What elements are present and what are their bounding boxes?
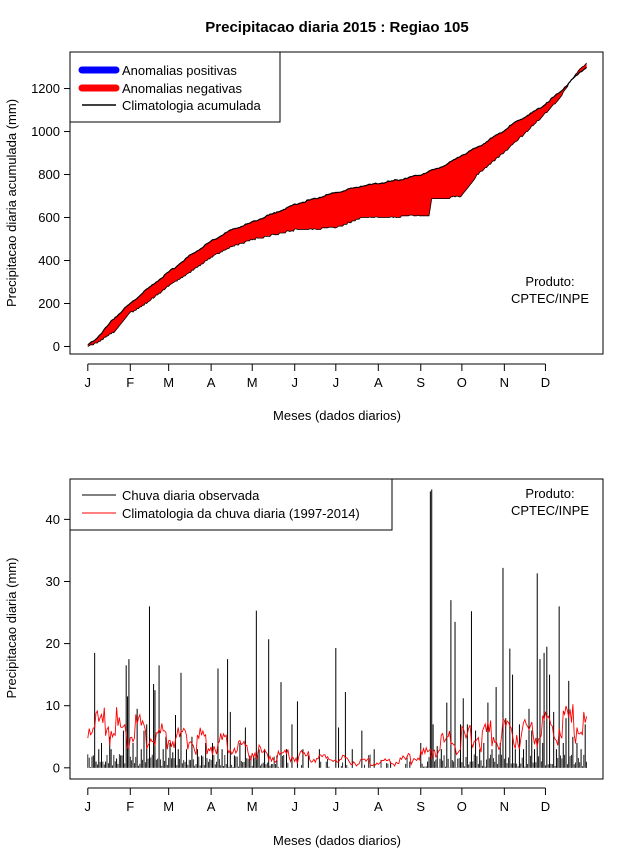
top-y-tick-label: 1200 bbox=[31, 81, 60, 96]
top-x-tick-label: M bbox=[163, 375, 174, 390]
bottom-x-tick-label: J bbox=[291, 799, 298, 814]
bottom-x-tick-label: A bbox=[207, 799, 216, 814]
top-plot-frame bbox=[69, 51, 604, 355]
top-y-tick-label: 400 bbox=[38, 253, 60, 268]
top-x-tick-label: N bbox=[500, 375, 509, 390]
legend-label-daily-climatology: Climatologia da chuva diaria (1997-2014) bbox=[122, 506, 360, 521]
top-y-axis: 0 200 400 600 800 1000 1200 bbox=[31, 81, 70, 354]
legend-label-positive: Anomalias positivas bbox=[122, 63, 237, 78]
bottom-x-tick-label: O bbox=[457, 799, 467, 814]
bottom-y-axis: 0 10 20 30 40 bbox=[46, 512, 70, 775]
top-x-tick-label: J bbox=[85, 375, 92, 390]
top-y-tick-label: 200 bbox=[38, 296, 60, 311]
bottom-climatology-line bbox=[87, 704, 588, 767]
bottom-x-tick-label: F bbox=[126, 799, 134, 814]
bottom-legend: Chuva diaria observada Climatologia da c… bbox=[69, 478, 393, 531]
top-x-axis-label: Meses (dados diarios) bbox=[273, 408, 401, 423]
top-y-tick-label: 0 bbox=[53, 339, 60, 354]
top-anomaly-areas bbox=[87, 63, 587, 347]
top-x-tick-label: A bbox=[374, 375, 383, 390]
top-observed-line bbox=[87, 62, 587, 347]
top-x-tick-label: D bbox=[541, 375, 550, 390]
legend-label-observed: Chuva diaria observada bbox=[122, 488, 260, 503]
bottom-legend-box bbox=[69, 478, 393, 531]
top-y-tick-label: 600 bbox=[38, 210, 60, 225]
top-climatology-line bbox=[87, 66, 588, 346]
top-y-axis-label: Precipitacao diaria acumulada (mm) bbox=[4, 99, 19, 307]
bottom-chart: 0 10 20 30 40 J F M A M J J A S O N D Precipitacao diar… bbox=[4, 478, 604, 848]
top-chart: 0 200 400 600 800 1000 1200 J F M A M J J A S O N D Preci… bbox=[4, 51, 604, 423]
bottom-x-axis-label: Meses (dados diarios) bbox=[273, 833, 401, 848]
top-x-tick-label: S bbox=[416, 375, 425, 390]
bottom-x-tick-label: D bbox=[541, 799, 550, 814]
top-y-tick-label: 800 bbox=[38, 167, 60, 182]
bottom-x-tick-label: J bbox=[85, 799, 92, 814]
bottom-x-tick-label: M bbox=[247, 799, 258, 814]
bottom-x-tick-label: M bbox=[163, 799, 174, 814]
figure-title: Precipitacao diaria 2015 : Regiao 105 bbox=[205, 19, 468, 36]
top-legend: Anomalias positivas Anomalias negativas … bbox=[69, 51, 281, 123]
top-x-tick-label: O bbox=[457, 375, 467, 390]
bottom-y-tick-label: 10 bbox=[46, 698, 60, 713]
top-y-tick-label: 1000 bbox=[31, 124, 60, 139]
legend-label-climatology: Climatologia acumulada bbox=[122, 98, 262, 113]
negative-anomaly-area bbox=[87, 63, 587, 347]
top-annotation-line-1: Produto: bbox=[525, 274, 574, 289]
top-x-tick-label: J bbox=[291, 375, 298, 390]
bottom-x-tick-label: A bbox=[374, 799, 383, 814]
legend-label-negative: Anomalias negativas bbox=[122, 81, 242, 96]
bottom-annotation-line-2: CPTEC/INPE bbox=[511, 503, 589, 518]
top-x-tick-label: F bbox=[126, 375, 134, 390]
bottom-y-tick-label: 30 bbox=[46, 574, 60, 589]
bottom-y-tick-label: 40 bbox=[46, 512, 60, 527]
bottom-annotation-line-1: Produto: bbox=[525, 486, 574, 501]
top-x-tick-label: J bbox=[333, 375, 340, 390]
top-x-tick-label: M bbox=[247, 375, 258, 390]
top-annotation-line-2: CPTEC/INPE bbox=[511, 291, 589, 306]
bottom-y-axis-label: Precipitacao diaria (mm) bbox=[4, 558, 19, 699]
bottom-y-tick-label: 0 bbox=[53, 760, 60, 775]
bottom-x-tick-label: N bbox=[500, 799, 509, 814]
bottom-x-tick-label: J bbox=[333, 799, 340, 814]
top-x-tick-label: A bbox=[207, 375, 216, 390]
bottom-y-tick-label: 20 bbox=[46, 636, 60, 651]
bottom-x-tick-label: S bbox=[416, 799, 425, 814]
